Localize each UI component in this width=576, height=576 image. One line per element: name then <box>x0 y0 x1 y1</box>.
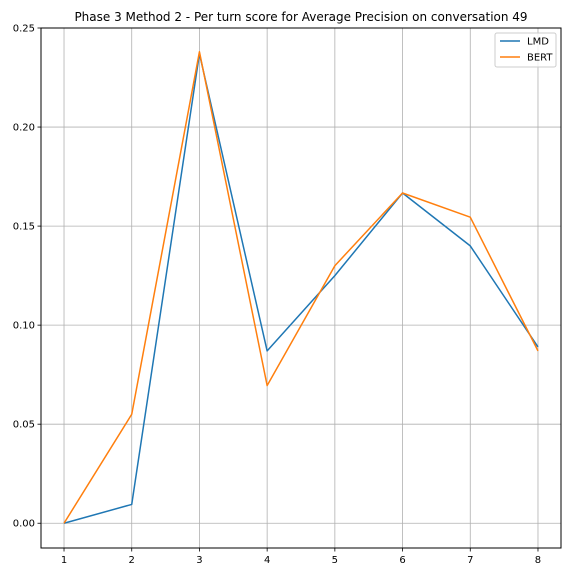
series-line-lmd <box>63 53 539 524</box>
series-line-bert <box>63 51 539 524</box>
y-tick-label: 0.15 <box>13 222 35 233</box>
x-tick-label: 8 <box>535 555 541 566</box>
legend: LMD BERT <box>494 32 557 68</box>
series-lines <box>63 51 539 524</box>
x-tick-label: 7 <box>467 555 473 566</box>
legend-label-bert: BERT <box>527 53 553 64</box>
x-tick-label: 3 <box>196 555 202 566</box>
chart-title: Phase 3 Method 2 - Per turn score for Av… <box>74 10 527 24</box>
legend-label-lmd: LMD <box>527 37 549 48</box>
y-tick-label: 0.10 <box>13 321 35 332</box>
y-axis: 0.00 0.05 0.10 0.15 0.20 0.25 <box>13 24 41 530</box>
plot-frame <box>40 27 562 549</box>
x-tick-label: 5 <box>332 555 338 566</box>
y-tick-label: 0.20 <box>13 123 35 134</box>
x-tick-label: 6 <box>399 555 405 566</box>
y-tick-label: 0.00 <box>13 519 35 530</box>
grid-lines <box>41 27 561 548</box>
y-tick-label: 0.25 <box>13 24 35 35</box>
y-tick-label: 0.05 <box>13 420 35 431</box>
x-tick-label: 4 <box>264 555 270 566</box>
x-axis: 1 2 3 4 5 6 7 8 <box>61 548 541 566</box>
x-tick-label: 1 <box>61 555 67 566</box>
x-tick-label: 2 <box>129 555 135 566</box>
